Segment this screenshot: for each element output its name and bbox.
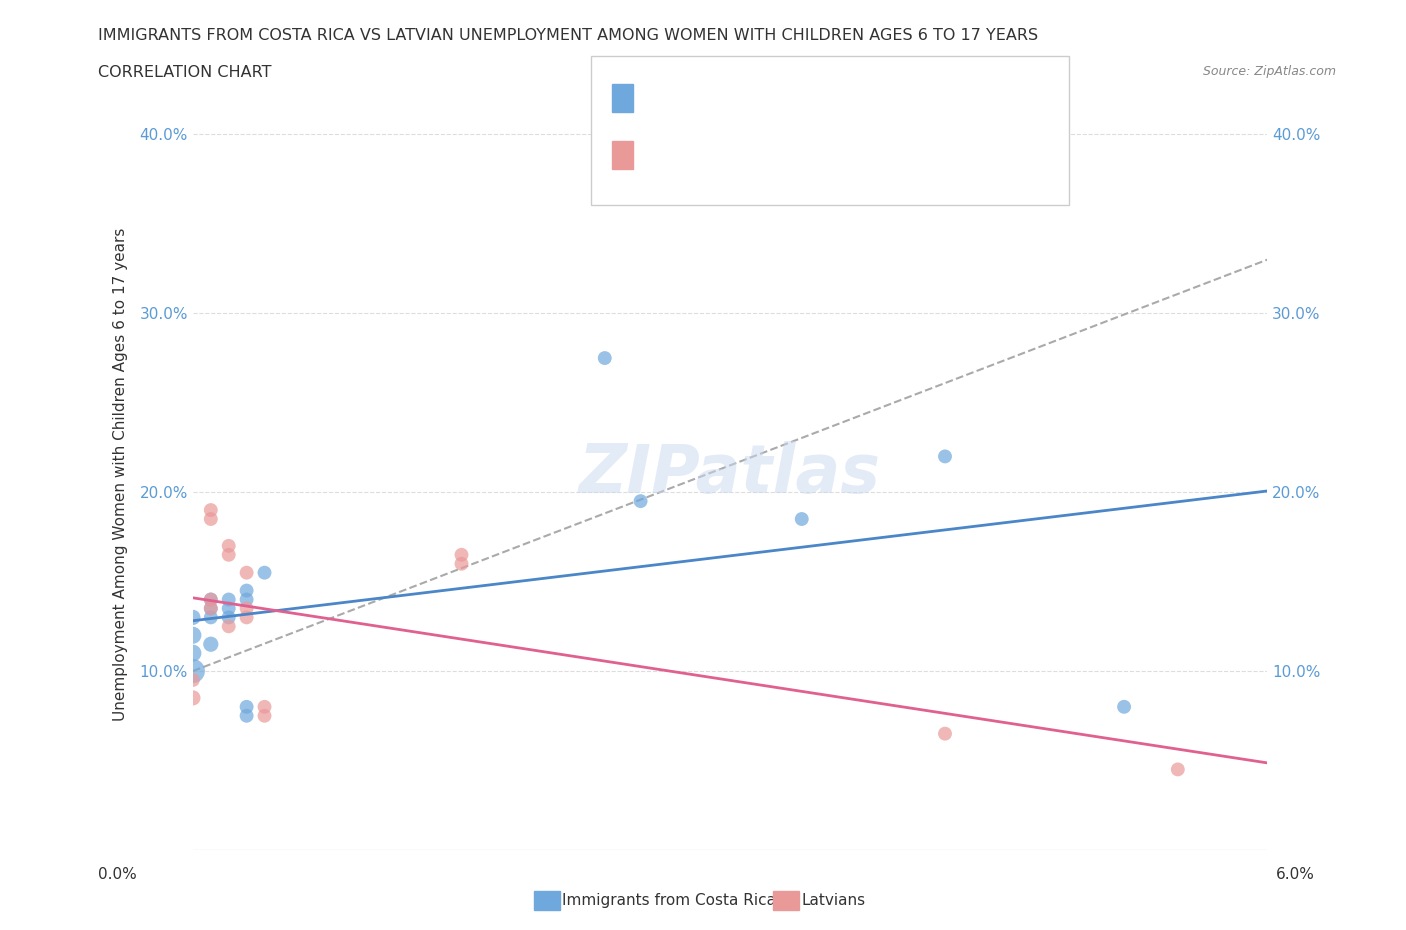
Point [200,610,222,625]
Text: IMMIGRANTS FROM COSTA RICA VS LATVIAN UNEMPLOYMENT AMONG WOMEN WITH CHILDREN AGE: IMMIGRANTS FROM COSTA RICA VS LATVIAN UN… [98,28,1039,43]
Point [630,494,652,509]
Point [181,690,204,705]
Point [1167,762,1189,777]
Point [218,610,240,625]
Point [934,449,956,464]
Point [218,538,240,553]
Point [235,709,257,724]
Point [218,601,240,616]
Point [593,351,616,365]
Point [181,672,204,687]
Point [218,592,240,607]
Text: CORRELATION CHART: CORRELATION CHART [98,65,271,80]
Point [200,592,222,607]
Point [181,645,204,660]
Point [790,512,813,526]
Text: Latvians: Latvians [801,893,866,908]
Text: 6.0%: 6.0% [1275,867,1315,882]
Text: R = -0.324   N =  18: R = -0.324 N = 18 [640,144,823,163]
Text: Source: ZipAtlas.com: Source: ZipAtlas.com [1202,65,1336,78]
Point [934,726,956,741]
Y-axis label: Unemployment Among Women with Children Ages 6 to 17 years: Unemployment Among Women with Children A… [114,228,128,721]
Point [450,548,472,563]
Point [218,618,240,633]
Point [181,610,204,625]
Text: 0.0%: 0.0% [98,867,138,882]
Point [253,709,276,724]
Point [200,601,222,616]
Point [181,628,204,643]
Text: ZIPatlas: ZIPatlas [579,442,882,507]
Point [235,565,257,580]
Point [450,556,472,571]
Point [200,592,222,607]
Point [200,601,222,616]
Point [200,502,222,517]
Point [235,610,257,625]
Text: Immigrants from Costa Rica: Immigrants from Costa Rica [562,893,776,908]
Point [253,565,276,580]
Point [235,601,257,616]
Point [1112,699,1135,714]
Point [235,583,257,598]
Point [218,548,240,563]
Point [253,699,276,714]
Text: R =  0.419   N = 20: R = 0.419 N = 20 [640,86,815,104]
Point [200,637,222,652]
Point [235,699,257,714]
Point [235,592,257,607]
Point [181,664,204,679]
Point [200,512,222,526]
